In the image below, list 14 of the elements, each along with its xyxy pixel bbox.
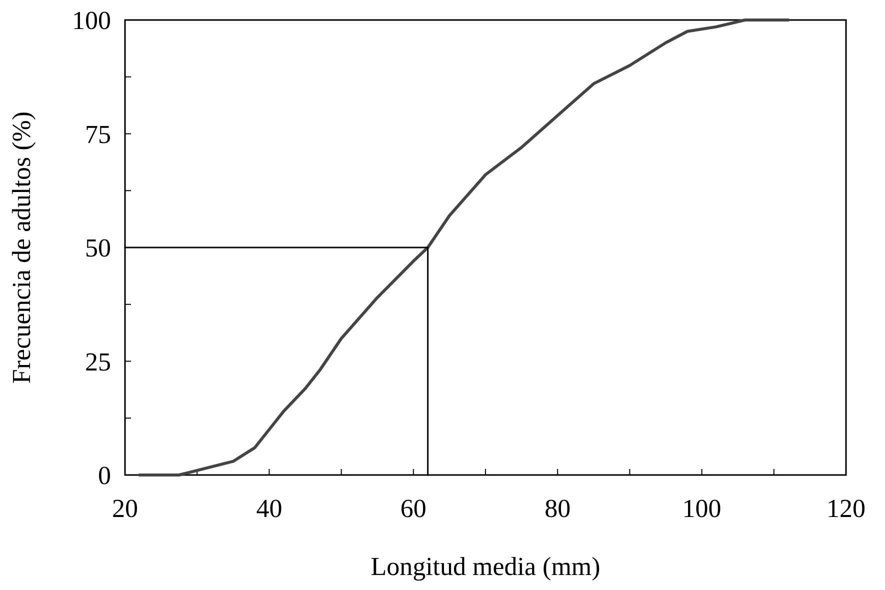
x-tick-label: 60 — [400, 494, 426, 523]
x-tick-label: 80 — [544, 494, 571, 523]
x-tick-label: 40 — [256, 494, 282, 523]
x-tick-label: 120 — [826, 494, 866, 523]
y-tick-label: 25 — [85, 347, 111, 376]
y-axis-title: Frecuencia de adultos (%) — [7, 111, 36, 384]
y-tick-label: 50 — [85, 234, 111, 263]
x-tick-label: 20 — [112, 494, 138, 523]
x-axis-title: Longitud media (mm) — [370, 552, 600, 581]
y-tick-label: 0 — [98, 461, 111, 490]
y-tick-label: 75 — [85, 120, 111, 149]
x-tick-label: 100 — [682, 494, 722, 523]
line-series — [138, 18, 790, 476]
y-tick-label: 100 — [72, 6, 111, 36]
